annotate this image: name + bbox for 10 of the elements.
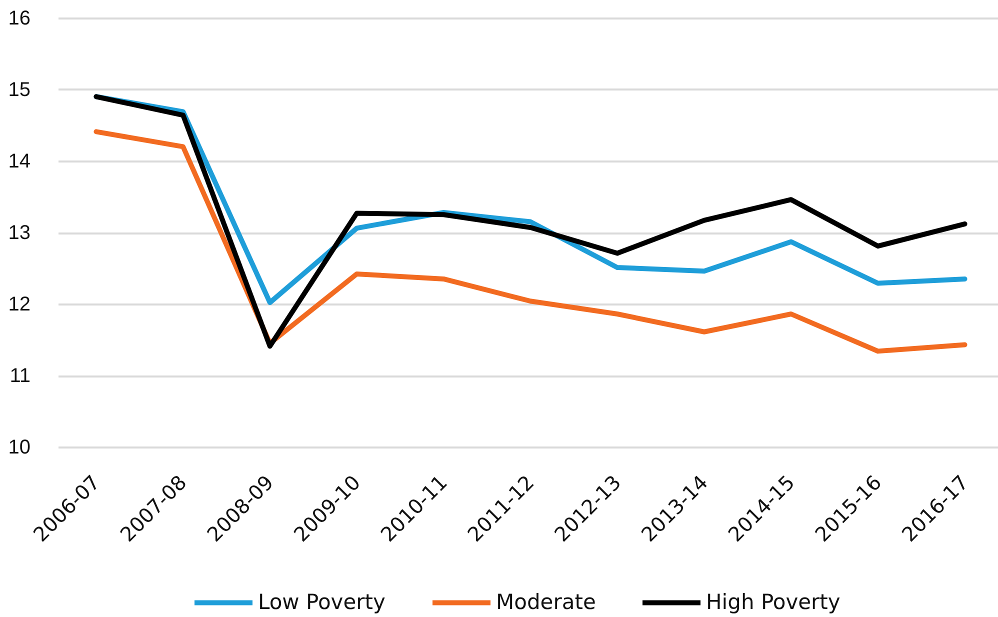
y-tick-label: 14 [8, 150, 30, 172]
legend-label: Moderate [496, 590, 596, 614]
legend-label: Low Poverty [258, 590, 386, 614]
y-tick-label: 10 [8, 436, 30, 458]
y-tick-label: 12 [8, 294, 30, 316]
y-tick-label: 11 [10, 365, 30, 387]
y-tick-label: 15 [8, 79, 30, 101]
y-tick-label: 16 [8, 8, 30, 30]
legend-label: High Poverty [706, 590, 840, 614]
y-tick-label: 13 [8, 222, 30, 244]
